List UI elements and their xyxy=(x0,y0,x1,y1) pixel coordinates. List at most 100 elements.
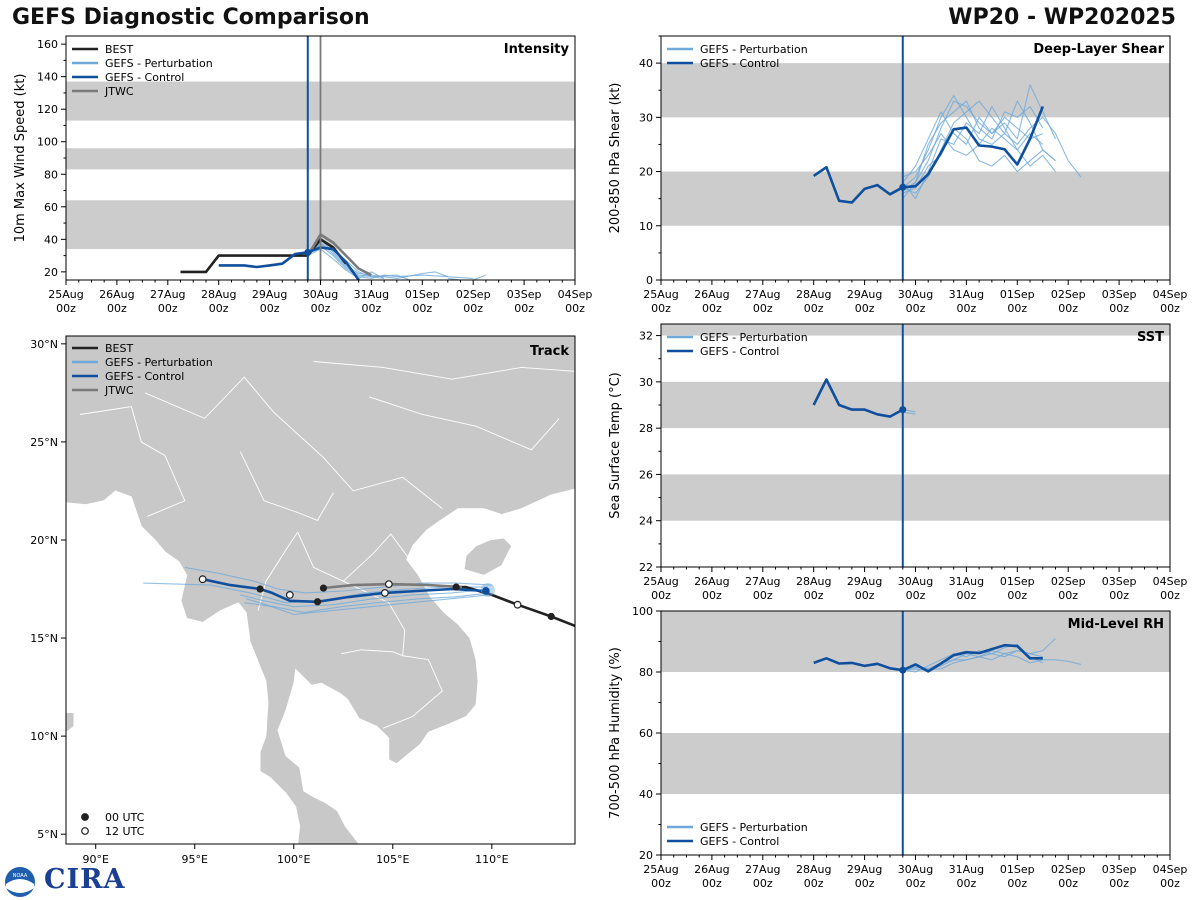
y-tick-label: 140 xyxy=(37,71,58,84)
x-tick-label-date: 01Sep xyxy=(1000,288,1035,301)
x-tick-label-hour: 00z xyxy=(855,589,875,602)
y-tick-label: 40 xyxy=(639,57,653,70)
x-tick-label-date: 02Sep xyxy=(1051,575,1086,588)
x-tick-label-hour: 00z xyxy=(651,589,671,602)
panel-title: Intensity xyxy=(504,42,570,57)
init-marker xyxy=(899,666,907,674)
y-tick-label: 20 xyxy=(639,849,653,862)
marker-legend-label: 12 UTC xyxy=(105,825,145,838)
legend-label: GEFS - Control xyxy=(700,835,779,848)
series-line-pert-2 xyxy=(307,245,474,279)
lat-tick-label: 20°N xyxy=(30,534,58,547)
marker-12utc xyxy=(380,589,389,597)
series-line-pert-3 xyxy=(902,650,1043,671)
x-tick-label-hour: 00z xyxy=(1160,302,1180,315)
x-tick-label-date: 01Sep xyxy=(405,288,440,301)
y-axis-label: 700-500 hPa Humidity (%) xyxy=(608,647,623,819)
noaa-logo-wave xyxy=(6,879,34,893)
x-tick-label-date: 27Aug xyxy=(745,863,780,876)
legend-label: GEFS - Perturbation xyxy=(700,331,808,344)
y-tick-label: 100 xyxy=(632,605,653,618)
legend-label: GEFS - Control xyxy=(700,345,779,358)
series-line-control-4 xyxy=(813,643,1043,673)
x-tick-label-date: 29Aug xyxy=(252,288,287,301)
x-tick-label-hour: 00z xyxy=(753,877,773,890)
border-line-5 xyxy=(341,649,403,657)
border-line-8 xyxy=(313,361,575,380)
x-tick-label-hour: 00z xyxy=(260,302,280,315)
x-tick-label-hour: 00z xyxy=(1007,589,1027,602)
band-2 xyxy=(661,324,1170,336)
series-line-pert-7 xyxy=(902,84,1056,183)
x-tick-label-hour: 00z xyxy=(412,302,432,315)
lon-tick-label: 90°E xyxy=(82,853,108,866)
band-1 xyxy=(661,381,1170,429)
legend-label: GEFS - Perturbation xyxy=(105,356,213,369)
x-tick-label-hour: 00z xyxy=(906,877,926,890)
x-tick-label-hour: 00z xyxy=(1109,877,1129,890)
x-tick-label-date: 01Sep xyxy=(1000,575,1035,588)
y-tick-label: 80 xyxy=(44,168,58,181)
x-tick-label-date: 28Aug xyxy=(201,288,236,301)
lat-tick-label: 10°N xyxy=(30,730,58,743)
legend-label: JTWC xyxy=(104,85,134,98)
noaa-logo-text: NOAA xyxy=(13,873,28,879)
y-tick-label: 100 xyxy=(37,136,58,149)
map-frame xyxy=(65,335,576,845)
x-tick-label-hour: 00z xyxy=(1007,302,1027,315)
x-tick-label-hour: 00z xyxy=(804,302,824,315)
marker-00utc xyxy=(452,583,460,591)
x-tick-label-date: 29Aug xyxy=(847,863,882,876)
panel-title: SST xyxy=(1137,330,1164,345)
marker-00utc xyxy=(256,585,264,593)
y-tick-label: 60 xyxy=(639,727,653,740)
x-tick-label-date: 31Aug xyxy=(354,288,389,301)
cira-logo: CIRA xyxy=(44,864,126,895)
intensity-chart: 25Aug00z26Aug00z27Aug00z28Aug00z29Aug00z… xyxy=(13,35,592,315)
legend-label: GEFS - Control xyxy=(105,71,184,84)
y-tick-label: 30 xyxy=(639,376,653,389)
track-line-pert-3 xyxy=(184,566,492,594)
band-1 xyxy=(661,63,1170,118)
x-tick-label-date: 28Aug xyxy=(796,863,831,876)
panel-title: Deep-Layer Shear xyxy=(1033,42,1164,57)
marker-12utc xyxy=(285,591,294,599)
x-tick-label-date: 03Sep xyxy=(1102,575,1137,588)
x-tick-label-date: 26Aug xyxy=(99,288,134,301)
y-tick-label: 0 xyxy=(646,274,653,287)
y-tick-label: 20 xyxy=(44,266,58,279)
x-tick-label-date: 31Aug xyxy=(949,863,984,876)
series-line-control-2 xyxy=(812,378,904,418)
x-tick-label-date: 04Sep xyxy=(1153,863,1188,876)
series-line-pert-5 xyxy=(447,274,487,280)
x-tick-label-hour: 00z xyxy=(702,877,722,890)
border-line-2 xyxy=(297,531,443,729)
x-tick-label-hour: 00z xyxy=(56,302,76,315)
x-tick-label-date: 29Aug xyxy=(847,288,882,301)
x-tick-label-hour: 00z xyxy=(957,877,977,890)
x-tick-label-hour: 00z xyxy=(651,877,671,890)
x-tick-label-hour: 00z xyxy=(753,302,773,315)
x-tick-label-hour: 00z xyxy=(1109,302,1129,315)
border-line-0 xyxy=(145,376,443,509)
x-tick-label-hour: 00z xyxy=(906,589,926,602)
x-tick-label-date: 03Sep xyxy=(1102,288,1137,301)
x-tick-label-hour: 00z xyxy=(702,302,722,315)
x-tick-label-date: 28Aug xyxy=(796,575,831,588)
x-tick-label-date: 25Aug xyxy=(48,288,83,301)
x-tick-label-hour: 00z xyxy=(1058,589,1078,602)
x-tick-label-date: 25Aug xyxy=(643,863,678,876)
lon-tick-label: 110°E xyxy=(475,853,508,866)
band-1 xyxy=(661,611,1170,672)
lat-tick-label: 5°N xyxy=(37,828,58,841)
legend-marker-00utc xyxy=(81,813,89,821)
y-tick-label: 32 xyxy=(639,330,653,343)
x-tick-label-hour: 00z xyxy=(753,589,773,602)
x-tick-label-date: 04Sep xyxy=(1153,575,1188,588)
legend-label: BEST xyxy=(105,43,133,56)
y-tick-label: 40 xyxy=(639,788,653,801)
sst-chart: 25Aug00z26Aug00z27Aug00z28Aug00z29Aug00z… xyxy=(608,323,1188,602)
marker-legend-label: 00 UTC xyxy=(105,811,145,824)
x-tick-label-date: 01Sep xyxy=(1000,863,1035,876)
